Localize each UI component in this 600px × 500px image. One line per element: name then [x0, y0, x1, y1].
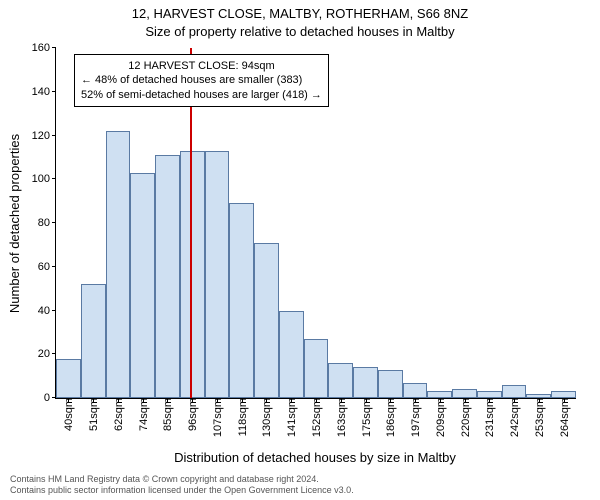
x-tick-label: 242sqm	[507, 398, 521, 437]
chart-title-address: 12, HARVEST CLOSE, MALTBY, ROTHERHAM, S6…	[0, 6, 600, 21]
annotation-line: ← 48% of detached houses are smaller (38…	[81, 73, 322, 87]
plot-area: 02040608010012014016040sqm51sqm62sqm74sq…	[55, 48, 576, 399]
footer-attribution: Contains HM Land Registry data © Crown c…	[10, 474, 354, 497]
x-tick-label: 107sqm	[210, 398, 224, 437]
x-tick-label: 51sqm	[86, 398, 100, 431]
annotation-line: 12 HARVEST CLOSE: 94sqm	[81, 59, 322, 73]
histogram-bar	[328, 363, 353, 398]
x-tick-label: 74sqm	[136, 398, 150, 431]
y-tick-mark	[52, 266, 56, 267]
y-tick-mark	[52, 91, 56, 92]
x-tick-label: 130sqm	[259, 398, 273, 437]
histogram-bar	[254, 243, 279, 398]
y-tick-label: 160	[32, 42, 56, 54]
y-tick-label: 100	[32, 173, 56, 185]
histogram-bar	[403, 383, 428, 398]
y-tick-mark	[52, 310, 56, 311]
x-axis-label: Distribution of detached houses by size …	[55, 450, 575, 465]
chart-title-subtitle: Size of property relative to detached ho…	[0, 24, 600, 39]
x-tick-label: 197sqm	[408, 398, 422, 437]
histogram-bar	[378, 370, 403, 398]
x-tick-label: 209sqm	[433, 398, 447, 437]
histogram-bar	[180, 151, 205, 398]
x-tick-label: 40sqm	[61, 398, 75, 431]
y-tick-label: 140	[32, 86, 56, 98]
histogram-bar	[155, 155, 180, 398]
y-tick-mark	[52, 353, 56, 354]
y-tick-label: 20	[38, 348, 56, 360]
x-tick-label: 175sqm	[359, 398, 373, 437]
histogram-bar	[452, 389, 477, 398]
x-tick-label: 152sqm	[309, 398, 323, 437]
y-axis-label: Number of detached properties	[8, 48, 22, 398]
x-tick-label: 62sqm	[111, 398, 125, 431]
y-tick-label: 60	[38, 261, 56, 273]
footer-line: Contains public sector information licen…	[10, 485, 354, 496]
histogram-bar	[304, 339, 329, 398]
x-tick-label: 220sqm	[458, 398, 472, 437]
histogram-bar	[56, 359, 81, 398]
histogram-bar	[279, 311, 304, 399]
annotation-box: 12 HARVEST CLOSE: 94sqm← 48% of detached…	[74, 54, 329, 107]
x-tick-label: 118sqm	[235, 398, 249, 436]
y-tick-mark	[52, 135, 56, 136]
x-tick-label: 253sqm	[532, 398, 546, 437]
histogram-bar	[502, 385, 527, 398]
y-tick-label: 40	[38, 305, 56, 317]
annotation-line: 52% of semi-detached houses are larger (…	[81, 88, 322, 102]
x-tick-label: 231sqm	[482, 398, 496, 437]
histogram-bar	[130, 173, 155, 398]
histogram-bar	[106, 131, 131, 398]
histogram-bar	[81, 284, 106, 398]
footer-line: Contains HM Land Registry data © Crown c…	[10, 474, 354, 485]
y-tick-label: 80	[38, 217, 56, 229]
property-size-chart: 12, HARVEST CLOSE, MALTBY, ROTHERHAM, S6…	[0, 0, 600, 500]
x-tick-label: 163sqm	[334, 398, 348, 437]
histogram-bar	[353, 367, 378, 398]
y-tick-label: 0	[44, 392, 56, 404]
y-tick-label: 120	[32, 130, 56, 142]
histogram-bar	[205, 151, 230, 398]
x-tick-label: 96sqm	[185, 398, 199, 431]
x-tick-label: 141sqm	[284, 398, 298, 437]
x-tick-label: 264sqm	[557, 398, 571, 437]
x-tick-label: 186sqm	[383, 398, 397, 437]
histogram-bar	[229, 203, 254, 398]
y-tick-mark	[52, 178, 56, 179]
x-tick-label: 85sqm	[160, 398, 174, 431]
y-tick-mark	[52, 222, 56, 223]
y-tick-mark	[52, 47, 56, 48]
